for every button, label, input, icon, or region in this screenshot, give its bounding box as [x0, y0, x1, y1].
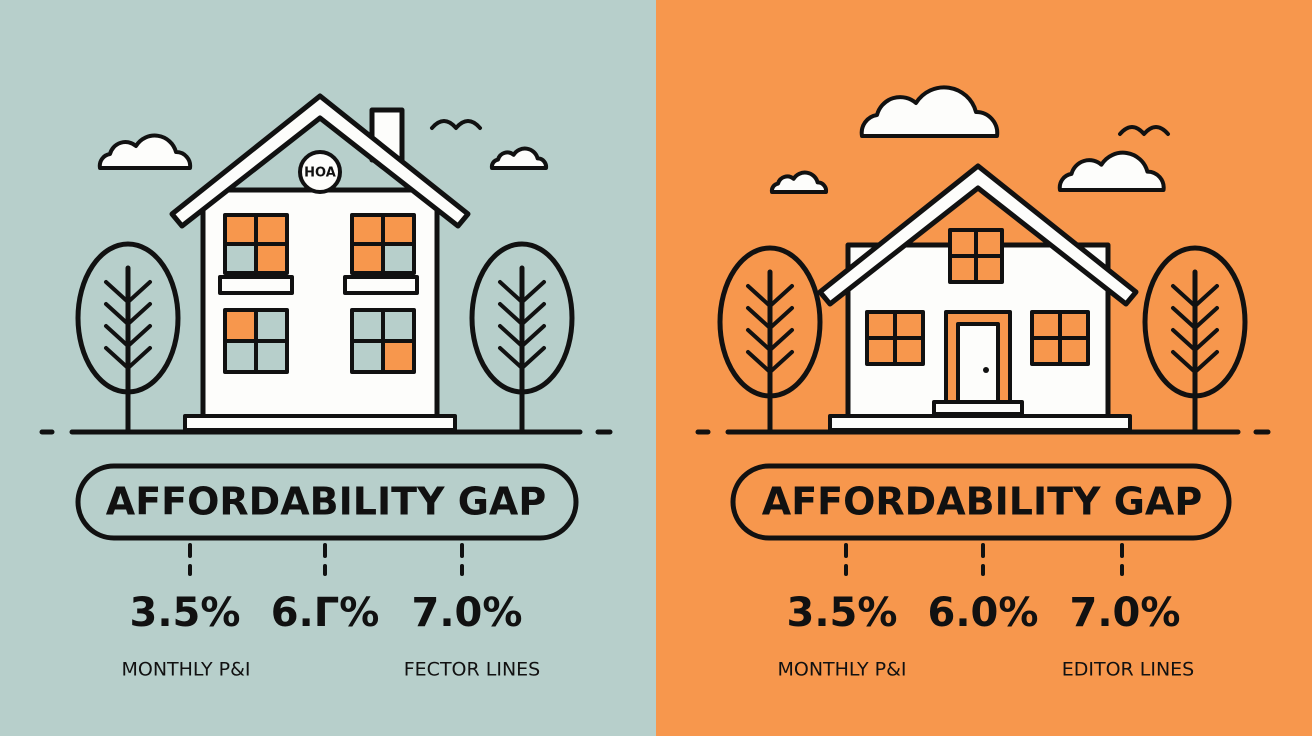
window-pane — [223, 213, 258, 246]
rate: 6.Γ% — [271, 590, 380, 636]
banner-text: AFFORDABILITY GAP — [106, 480, 546, 524]
branch — [126, 346, 152, 370]
window-pane — [893, 310, 925, 340]
roof — [817, 163, 1139, 307]
branch — [520, 346, 546, 370]
window-pane — [381, 339, 416, 374]
window-pane — [223, 308, 258, 343]
window-pane — [254, 242, 289, 275]
banner-text: AFFORDABILITY GAP — [762, 480, 1202, 524]
window-pane — [254, 308, 289, 343]
branch — [1171, 284, 1197, 308]
branch — [126, 302, 152, 326]
cloud — [769, 170, 829, 194]
branch — [746, 328, 772, 352]
branch — [126, 324, 152, 348]
label: EDITOR LINES — [1062, 659, 1195, 681]
door — [956, 322, 1000, 404]
badge — [298, 150, 342, 194]
window-pane — [1030, 336, 1062, 366]
banner — [730, 463, 1232, 541]
branch — [1193, 350, 1219, 374]
label: FECTOR LINES — [404, 659, 540, 681]
branch — [746, 284, 772, 308]
label: MONTHLY P&I — [777, 659, 906, 681]
base — [183, 414, 457, 432]
cloud — [859, 85, 1000, 138]
window-pane — [865, 336, 897, 366]
window-pane — [254, 213, 289, 246]
branch — [520, 302, 546, 326]
window-pane — [381, 308, 416, 343]
window-pane — [974, 254, 1004, 284]
branch — [520, 280, 546, 304]
rate: 7.0% — [412, 590, 523, 636]
window-pane — [974, 228, 1004, 258]
window-pane — [1030, 310, 1062, 340]
window-pane — [350, 213, 385, 246]
rate: 3.5% — [130, 590, 241, 636]
bird — [1118, 125, 1170, 136]
branch — [768, 306, 794, 330]
branch — [498, 302, 524, 326]
window-pane — [948, 254, 978, 284]
bird — [430, 119, 482, 130]
branch — [498, 280, 524, 304]
branch — [104, 324, 130, 348]
roof — [169, 93, 471, 229]
branch — [746, 306, 772, 330]
label: MONTHLY P&I — [121, 659, 250, 681]
rate: 3.5% — [787, 590, 898, 636]
branch — [104, 302, 130, 326]
decorations — [39, 85, 1271, 576]
window-pane — [223, 339, 258, 374]
branch — [746, 350, 772, 374]
window-pane — [948, 228, 978, 258]
window-pane — [223, 242, 258, 275]
window-pane — [350, 339, 385, 374]
cloud — [97, 133, 193, 170]
sill — [343, 275, 419, 295]
branch — [104, 346, 130, 370]
window-pane — [865, 310, 897, 340]
branch — [1193, 306, 1219, 330]
cloud — [489, 146, 549, 170]
rate: 7.0% — [1070, 590, 1181, 636]
branch — [768, 284, 794, 308]
branch — [1171, 328, 1197, 352]
cloud — [1057, 150, 1166, 192]
branch — [1193, 284, 1219, 308]
window-pane — [893, 336, 925, 366]
door-knob — [983, 367, 989, 373]
banner — [75, 463, 579, 541]
window-pane — [381, 213, 416, 246]
branch — [1171, 350, 1197, 374]
sill — [218, 275, 294, 295]
branch — [498, 324, 524, 348]
window-pane — [1058, 336, 1090, 366]
branch — [104, 280, 130, 304]
base — [828, 414, 1132, 432]
rate: 6.0% — [928, 590, 1039, 636]
window-pane — [350, 308, 385, 343]
branch — [498, 346, 524, 370]
branch — [126, 280, 152, 304]
step — [932, 400, 1024, 416]
window-pane — [254, 339, 289, 374]
branch — [1193, 328, 1219, 352]
hoa-badge: HOA — [304, 166, 336, 181]
branch — [1171, 306, 1197, 330]
window-pane — [1058, 310, 1090, 340]
branch — [520, 324, 546, 348]
branch — [768, 350, 794, 374]
window-pane — [350, 242, 385, 275]
branch — [768, 328, 794, 352]
window-pane — [381, 242, 416, 275]
